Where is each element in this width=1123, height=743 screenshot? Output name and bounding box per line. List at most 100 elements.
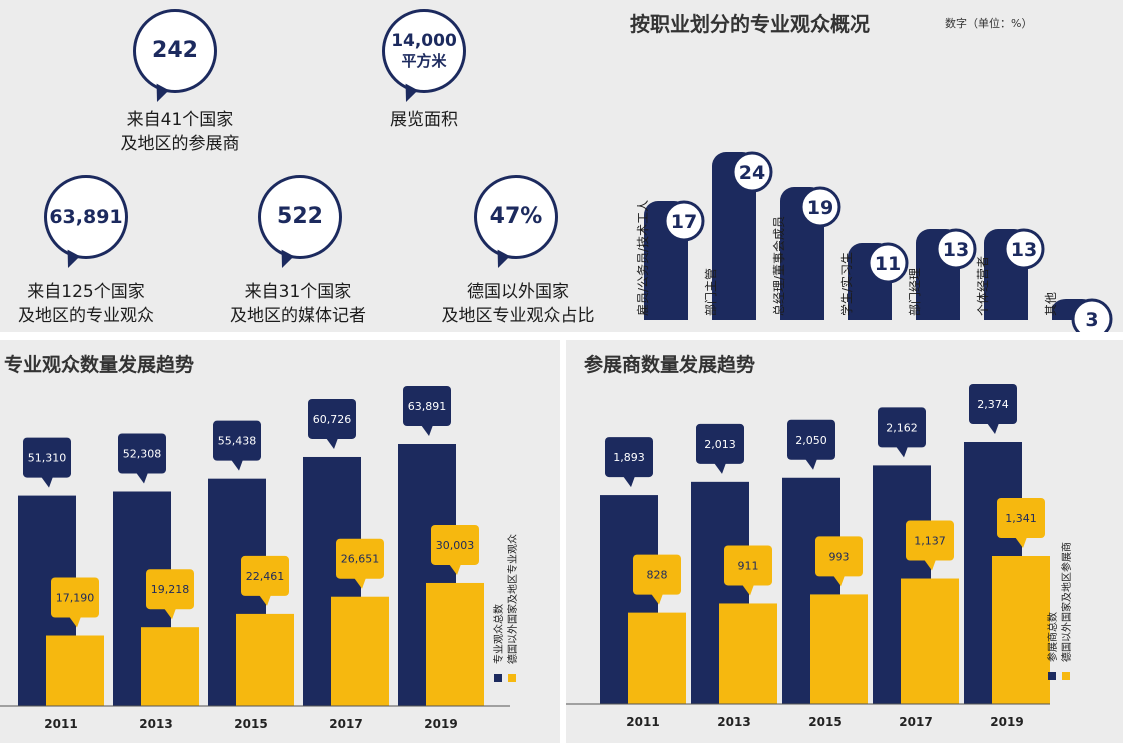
- stat-label-visitors: 来自125个国家 及地区的专业观众: [0, 280, 196, 328]
- stat-value-unit: 平方米: [401, 52, 447, 70]
- year-tick-label: 2013: [139, 717, 172, 731]
- total-value-callout: 51,310: [23, 437, 71, 488]
- stat-label-line1: 来自125个国家: [27, 282, 145, 302]
- occupation-bar-base: [848, 306, 892, 320]
- total-value-callout-text: 60,726: [313, 413, 352, 426]
- foreign-value-callout: 30,003: [431, 524, 479, 575]
- stat-label-line1: 展览面积: [390, 110, 458, 130]
- occupation-value-label: 17: [671, 211, 697, 233]
- year-tick-label: 2019: [424, 717, 457, 731]
- foreign-value-callout-text: 30,003: [436, 539, 475, 552]
- occupation-category-label: 雇员/公务员/技术工人: [635, 200, 650, 316]
- occupation-value-circle: [799, 186, 841, 228]
- stat-label-exhibitors: 来自41个国家 及地区的参展商: [70, 108, 290, 156]
- occupation-category-label: 其他: [1044, 292, 1058, 316]
- stat-label-line2: 及地区的参展商: [120, 134, 240, 154]
- total-value-callout-text: 2,050: [795, 434, 827, 447]
- stat-label-line2: 及地区的媒体记者: [230, 306, 366, 326]
- foreign-value-callout: 26,651: [336, 538, 384, 589]
- stat-label-foreign-share: 德国以外国家 及地区专业观众占比: [408, 280, 628, 328]
- occupation-chart-panel: 按职业划分的专业观众概况 数字（单位：%） 17 雇员/公务员/技术工人 24 部门主…: [620, 0, 1123, 332]
- total-value-callout: 55,438: [213, 420, 261, 471]
- foreign-bar: [901, 578, 959, 704]
- foreign-value-callout-text: 26,651: [341, 553, 380, 566]
- foreign-value-callout: 22,461: [241, 555, 289, 606]
- foreign-value-callout: 911: [724, 545, 772, 596]
- year-tick-label: 2017: [329, 717, 362, 731]
- legend-label-foreign: 德国以外国家及地区参展商: [1060, 542, 1073, 662]
- total-value-callout: 2,050: [787, 419, 835, 470]
- total-value-callout-text: 51,310: [28, 452, 67, 465]
- total-value-callout-text: 63,891: [408, 400, 447, 413]
- stat-label-line1: 德国以外国家: [467, 282, 569, 302]
- stat-label-line2: 及地区专业观众占比: [441, 306, 595, 326]
- occupation-category-label: 总经理/董事会成员: [772, 216, 786, 316]
- stat-label-line1: 来自41个国家: [126, 110, 234, 130]
- total-value-callout-text: 2,162: [886, 421, 918, 434]
- stat-bubble-visitors: 63,891: [44, 175, 128, 259]
- occupation-category-label: 个体经营者: [976, 256, 990, 316]
- year-tick-label: 2017: [899, 715, 932, 729]
- foreign-bar: [992, 556, 1050, 704]
- year-tick-label: 2011: [626, 715, 659, 729]
- legend-swatch-foreign: [508, 674, 516, 682]
- total-value-callout: 63,891: [403, 386, 451, 436]
- stat-value: 522: [277, 204, 323, 229]
- total-value-callout-text: 2,374: [977, 398, 1009, 411]
- stat-label-line2: 及地区的专业观众: [18, 306, 154, 326]
- foreign-value-callout-text: 1,341: [1005, 512, 1037, 525]
- total-value-callout: 1,893: [605, 437, 653, 488]
- occupation-value-circle: [935, 228, 977, 270]
- total-value-callout: 2,162: [878, 407, 926, 458]
- foreign-bar: [810, 594, 868, 704]
- occupation-bar-base: [644, 306, 688, 320]
- foreign-value-callout-text: 17,190: [56, 592, 95, 605]
- year-tick-label: 2015: [234, 717, 267, 731]
- total-value-callout: 52,308: [118, 433, 166, 484]
- foreign-value-callout: 19,218: [146, 569, 194, 620]
- foreign-bar: [46, 635, 104, 706]
- stat-bubble-foreign-share: 47%: [474, 175, 558, 259]
- stat-bubble-exhibitors: 242: [133, 9, 217, 93]
- occupation-category-label: 学生/实习生: [839, 252, 854, 316]
- foreign-value-callout-text: 19,218: [151, 583, 190, 596]
- legend-swatch-total: [494, 674, 502, 682]
- stat-bubble-area: 14,000 平方米: [382, 9, 466, 93]
- occupation-chart: 17 雇员/公务员/技术工人 24 部门主管 19 总经理/董事会成员 11 学生/实习生 13…: [635, 151, 1113, 332]
- legend-swatch-total: [1048, 672, 1056, 680]
- foreign-bar: [628, 612, 686, 704]
- stat-value: 63,891: [49, 206, 123, 228]
- occupation-unit-note: 数字（单位：%）: [945, 17, 1033, 30]
- visitor-chart-title: 专业观众数量发展趋势: [4, 354, 195, 376]
- occupation-value-circle: [1071, 298, 1113, 332]
- occupation-value-label: 3: [1085, 309, 1098, 331]
- foreign-bar: [331, 596, 389, 706]
- stat-label-journalists: 来自31个国家 及地区的媒体记者: [188, 280, 408, 328]
- foreign-bar: [426, 582, 484, 706]
- visitor-trend-panel: 专业观众数量发展趋势 51,310 17,190 2011 52,308 19,218 2…: [0, 340, 560, 743]
- legend-label-total: 专业观众总数: [492, 604, 505, 664]
- total-value-callout-text: 55,438: [218, 435, 257, 448]
- exhibitor-chart-title: 参展商数量发展趋势: [584, 354, 756, 376]
- foreign-bar: [141, 627, 199, 706]
- year-tick-label: 2013: [717, 715, 750, 729]
- stat-label-area: 展览面积: [314, 108, 534, 132]
- legend-swatch-foreign: [1062, 672, 1070, 680]
- stat-value: 242: [152, 38, 198, 63]
- occupation-category-label: 部门主管: [703, 268, 718, 316]
- occupation-value-circle: [663, 200, 705, 242]
- occupation-value-circle: [867, 242, 909, 284]
- legend-label-foreign: 德国以外国家及地区专业观众: [506, 534, 519, 664]
- foreign-value-callout-text: 993: [829, 550, 850, 563]
- total-value-callout-text: 2,013: [704, 438, 736, 451]
- foreign-value-callout: 17,190: [51, 577, 99, 628]
- occupation-bar-base: [984, 306, 1028, 320]
- occupation-value-circle: [731, 151, 773, 193]
- occupation-value-label: 13: [1011, 239, 1037, 261]
- year-tick-label: 2019: [990, 715, 1023, 729]
- occupation-value-circle: [1003, 228, 1045, 270]
- total-value-callout-text: 52,308: [123, 447, 162, 460]
- year-tick-label: 2015: [808, 715, 841, 729]
- occupation-value-label: 19: [807, 197, 833, 219]
- stat-bubble-journalists: 522: [258, 175, 342, 259]
